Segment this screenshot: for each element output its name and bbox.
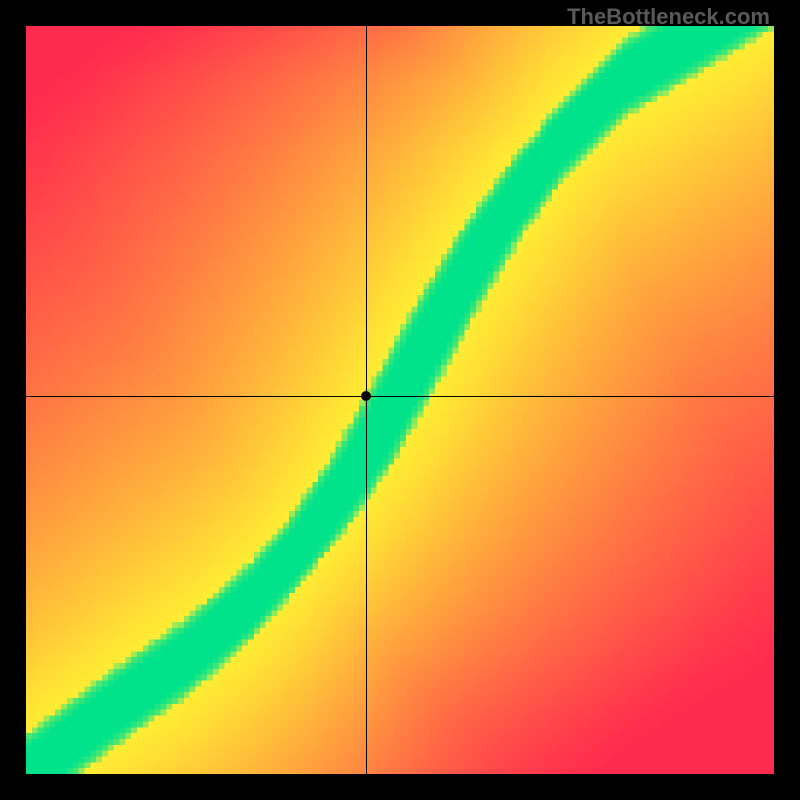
heatmap-plot [26, 26, 774, 774]
crosshair-horizontal [26, 396, 774, 397]
chart-frame: TheBottleneck.com [0, 0, 800, 800]
heatmap-canvas [26, 26, 774, 774]
crosshair-marker [361, 391, 371, 401]
